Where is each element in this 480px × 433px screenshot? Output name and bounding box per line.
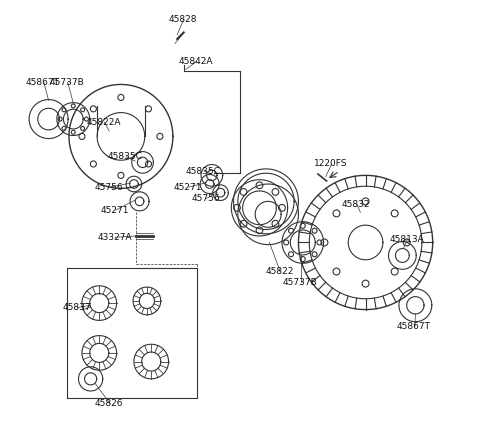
Text: 45813A: 45813A <box>389 235 424 243</box>
Text: 45756: 45756 <box>192 194 220 203</box>
Text: 45826: 45826 <box>95 399 123 408</box>
Text: 45756: 45756 <box>95 183 123 191</box>
Text: 45842A: 45842A <box>179 57 213 66</box>
Bar <box>67 268 197 398</box>
Text: 43327A: 43327A <box>97 233 132 242</box>
Text: 45835C: 45835C <box>108 152 143 161</box>
Text: 45271: 45271 <box>174 183 202 191</box>
Text: 45737B: 45737B <box>282 278 317 287</box>
Text: 45837: 45837 <box>62 303 91 312</box>
Text: 45271: 45271 <box>101 206 129 214</box>
Text: 45867T: 45867T <box>25 78 60 87</box>
Text: 45822: 45822 <box>265 268 293 276</box>
Text: 1220FS: 1220FS <box>313 159 347 168</box>
Text: 45737B: 45737B <box>49 78 84 87</box>
Text: 45822A: 45822A <box>86 118 121 126</box>
Text: 45867T: 45867T <box>397 323 431 331</box>
Text: 45835C: 45835C <box>186 167 221 175</box>
Text: 45828: 45828 <box>168 15 197 24</box>
Text: 45832: 45832 <box>342 200 370 209</box>
